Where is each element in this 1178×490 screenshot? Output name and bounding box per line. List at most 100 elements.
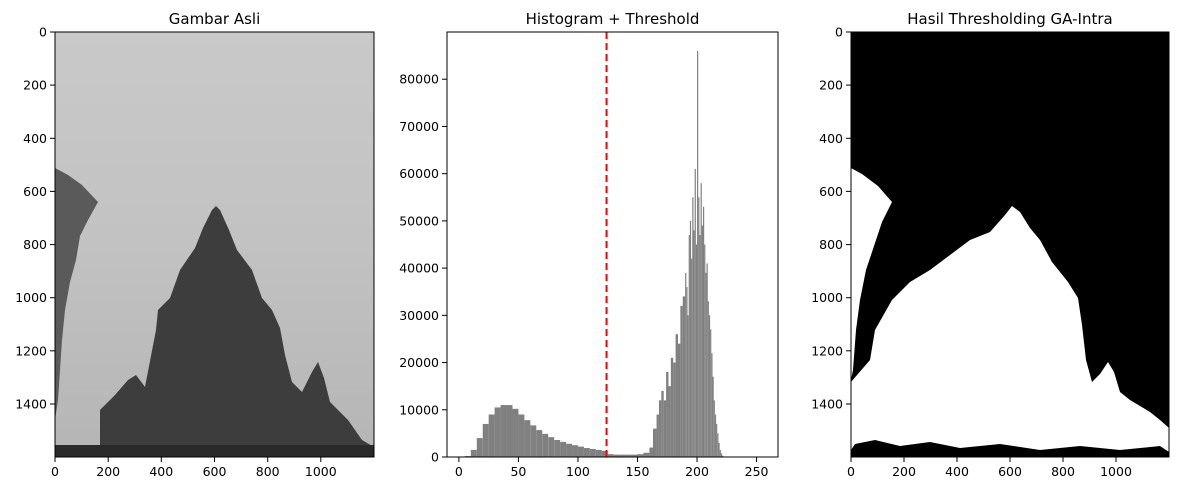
scaffold-structure: [55, 168, 98, 420]
x-tick-label: 600: [998, 464, 1022, 479]
histogram-bar: [706, 263, 708, 457]
histogram-bar: [482, 423, 489, 457]
y-tick-label: 50000: [399, 213, 439, 228]
histogram-bar: [710, 329, 712, 457]
histogram-bar: [697, 50, 699, 457]
histogram-bar: [583, 448, 590, 457]
histogram-bar: [713, 400, 715, 457]
histogram-bar: [631, 454, 638, 457]
histogram-bar: [719, 449, 721, 457]
histogram-bar: [595, 449, 602, 457]
temple-ground: [55, 445, 374, 457]
histogram-bar: [663, 400, 667, 457]
y-tick-label: 1400: [15, 397, 47, 412]
y-tick-label: 0: [431, 450, 439, 465]
histogram-x-axis: 0 50 100 150 200 250: [455, 457, 769, 479]
y-tick-label: 600: [819, 184, 843, 199]
histogram-bar: [699, 235, 701, 457]
histogram-bar: [688, 235, 690, 457]
histogram-bar: [685, 272, 687, 457]
histogram-bar: [717, 433, 719, 457]
y-tick-label: 1400: [811, 397, 843, 412]
histogram-bar: [708, 315, 711, 457]
histogram-bar: [702, 206, 705, 457]
y-tick-label: 10000: [399, 402, 439, 417]
histogram-bar: [554, 440, 561, 457]
x-tick-label: 0: [51, 464, 59, 479]
x-tick-label: 150: [626, 464, 650, 479]
threshold-title: Hasil Thresholding GA-Intra: [907, 10, 1112, 28]
x-tick-label: 800: [256, 464, 280, 479]
histogram-bar: [686, 287, 688, 457]
histogram-bar: [693, 230, 695, 457]
histogram-bar: [712, 376, 714, 457]
histogram-bar: [698, 197, 700, 457]
histogram-bar: [656, 414, 659, 457]
histogram-bar: [652, 428, 657, 457]
y-tick-label: 800: [23, 237, 47, 252]
y-tick-label: 200: [819, 78, 843, 93]
x-tick-label: 600: [203, 464, 227, 479]
x-tick-label: 1000: [305, 464, 337, 479]
histogram-bar: [649, 447, 653, 457]
panel-original-image: Gambar Asli 0 200 400 600 800 1000 0 20: [15, 10, 375, 479]
histogram-bar: [518, 414, 525, 457]
histogram-bar: [692, 197, 694, 457]
y-tick-label: 1200: [811, 343, 843, 358]
histogram-bar: [560, 441, 567, 457]
y-tick-label: 0: [835, 25, 843, 40]
histogram-bar: [680, 305, 683, 457]
x-tick-label: 50: [510, 464, 526, 479]
x-tick-label: 250: [745, 464, 769, 479]
original-x-axis: 0 200 400 600 800 1000: [51, 457, 337, 479]
histogram-bar: [720, 453, 723, 457]
histogram-bar: [694, 168, 696, 457]
histogram-bar: [707, 301, 709, 457]
histogram-bar: [682, 296, 686, 457]
histogram-bar: [625, 454, 632, 457]
y-tick-label: 400: [819, 131, 843, 146]
y-tick-label: 30000: [399, 308, 439, 323]
histogram-bar: [689, 220, 692, 457]
histogram-y-axis: 0 10000 20000 30000 40000 50000 60000 70000 8000…: [399, 72, 447, 465]
histogram-bar: [668, 386, 671, 457]
histogram-bar: [572, 445, 578, 457]
original-title: Gambar Asli: [169, 10, 261, 28]
y-tick-label: 400: [23, 131, 47, 146]
y-tick-label: 20000: [399, 355, 439, 370]
histogram-bar: [470, 449, 477, 457]
histogram-bar: [704, 244, 706, 457]
histogram-title: Histogram + Threshold: [526, 10, 700, 28]
histogram-bar: [677, 343, 681, 457]
x-tick-label: 1000: [1100, 464, 1132, 479]
histogram-bar: [530, 425, 537, 457]
y-tick-label: 70000: [399, 119, 439, 134]
threshold-y-axis: 0 200 400 600 800 1000 1200 1400: [811, 25, 851, 412]
histogram-bar: [601, 450, 608, 457]
histogram-bar: [675, 334, 678, 457]
y-tick-label: 1000: [811, 290, 843, 305]
y-tick-label: 1000: [15, 290, 47, 305]
histogram-bar: [691, 258, 693, 457]
y-tick-label: 0: [39, 25, 47, 40]
histogram-bar: [524, 420, 531, 457]
y-tick-label: 80000: [399, 72, 439, 87]
y-tick-label: 200: [23, 78, 47, 93]
scaffold-mask-white: [851, 168, 892, 380]
histogram-bar: [661, 390, 664, 457]
histogram-bar: [613, 454, 620, 457]
original-photo: [55, 32, 374, 457]
x-tick-label: 200: [685, 464, 709, 479]
histogram-bar: [658, 400, 662, 457]
histogram-bar: [542, 433, 549, 457]
threshold-image: [851, 32, 1169, 457]
x-tick-label: 0: [847, 464, 855, 479]
x-tick-label: 200: [96, 464, 120, 479]
histogram-bar: [619, 454, 626, 457]
threshold-x-axis: 0 200 400 600 800 1000: [847, 457, 1132, 479]
panel-histogram: Histogram + Threshold 0 50 100 150 200 250 0 1…: [399, 10, 779, 479]
y-tick-label: 1200: [15, 343, 47, 358]
histogram-bar: [705, 272, 707, 457]
histogram-bar: [714, 414, 717, 457]
